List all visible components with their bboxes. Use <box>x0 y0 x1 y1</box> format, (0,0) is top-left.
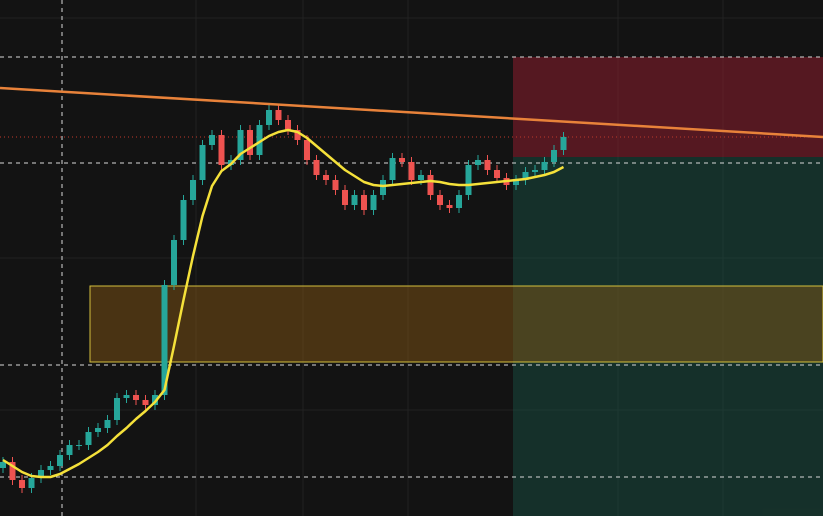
candle-body <box>180 200 187 240</box>
candle-body <box>47 466 54 470</box>
candle-body <box>541 162 548 170</box>
candle-body <box>256 125 263 155</box>
candle-body <box>171 240 177 285</box>
support-zone <box>89 285 823 363</box>
moving-average <box>2 128 565 479</box>
candle-body <box>142 400 149 405</box>
candle-body <box>294 130 301 140</box>
candle-body <box>427 175 434 195</box>
candle-body <box>532 170 538 172</box>
candle-body <box>104 420 111 428</box>
candle-body <box>494 170 500 178</box>
candle-body <box>560 137 567 150</box>
candle-body <box>28 478 35 488</box>
candle-body <box>237 130 244 160</box>
plot <box>0 105 567 493</box>
candle-body <box>475 160 481 165</box>
candle-body <box>380 180 386 195</box>
candle-body <box>361 195 367 210</box>
trend-line <box>0 86 823 139</box>
candle-body <box>285 120 291 130</box>
candle-body <box>370 195 377 210</box>
candle-body <box>418 175 424 180</box>
candle-body <box>446 205 453 208</box>
candle-body <box>95 428 101 432</box>
candle-body <box>332 180 339 190</box>
candle-body <box>266 110 272 125</box>
candle-body <box>351 195 358 205</box>
candle-body <box>313 160 320 175</box>
candle-body <box>247 130 253 155</box>
candle-body <box>19 480 25 488</box>
candle-body <box>456 195 462 208</box>
candle-body <box>551 150 557 162</box>
candle-body <box>133 395 139 400</box>
candle-body <box>123 395 130 398</box>
candle-body <box>408 162 415 180</box>
candle-body <box>513 180 519 185</box>
candle-body <box>484 160 491 170</box>
candle-body <box>9 462 16 480</box>
target-zone <box>513 157 823 516</box>
candle-body <box>190 180 196 200</box>
candle-body <box>437 195 443 205</box>
candle-body <box>389 158 396 180</box>
candle-body <box>199 145 206 180</box>
candle-body <box>275 110 282 120</box>
candle-body <box>76 445 82 446</box>
candle-body <box>465 165 472 195</box>
candle-body <box>0 462 6 468</box>
candle-body <box>114 398 120 420</box>
candle-body <box>218 135 225 165</box>
candle-body <box>209 135 215 145</box>
candle-body <box>522 172 529 180</box>
candle-body <box>38 470 44 478</box>
candle-body <box>399 158 405 162</box>
candle-body <box>161 285 168 395</box>
candle-body <box>323 175 329 180</box>
stop-zone <box>513 57 823 157</box>
candle-body <box>57 455 63 466</box>
candle-body <box>66 445 73 455</box>
candle-body <box>304 140 310 160</box>
candle-body <box>85 432 92 445</box>
candle-body <box>342 190 348 205</box>
